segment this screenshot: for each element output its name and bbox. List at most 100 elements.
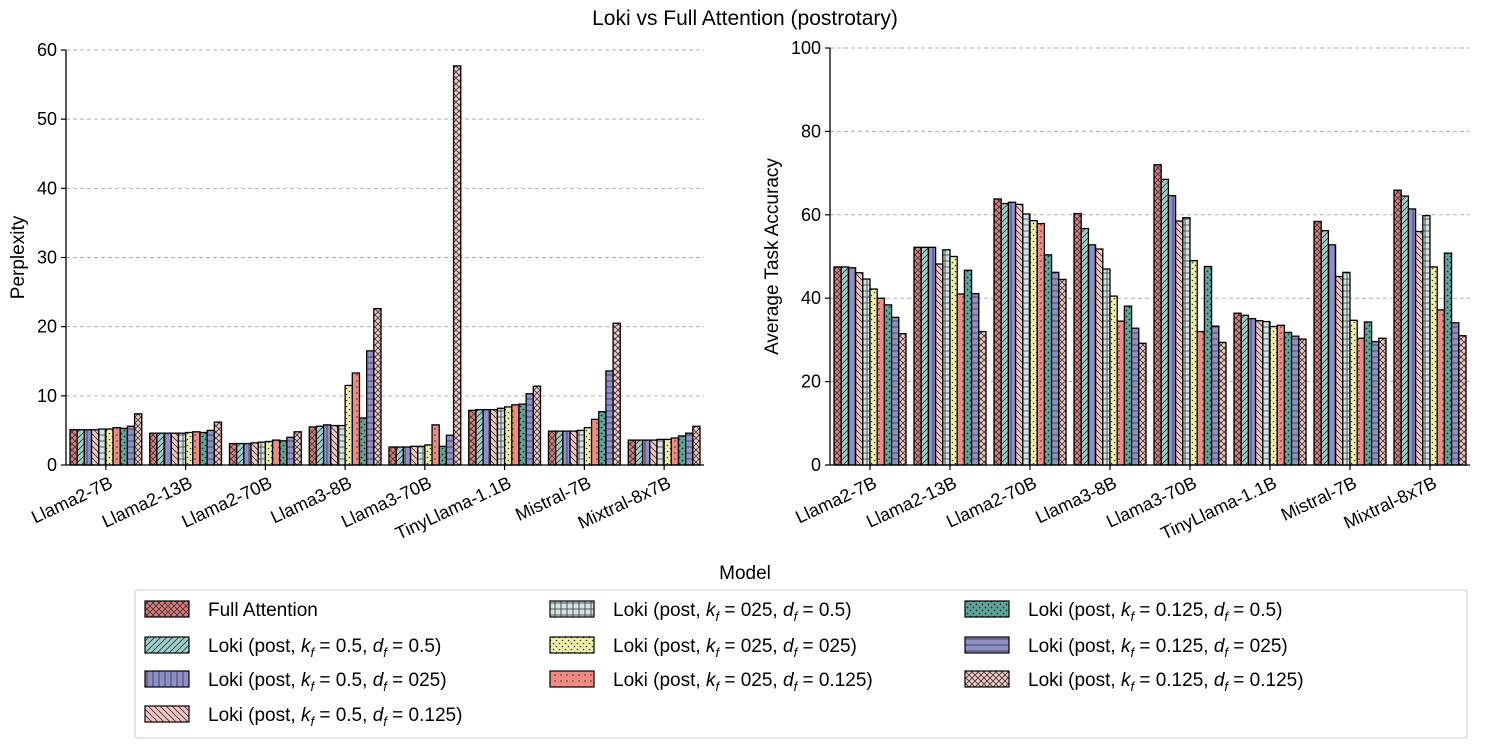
accuracy-ytick-label: 60 [801,205,821,225]
legend-item: Loki (post, kf = 0.125, df = 0.5) [964,600,1282,624]
legend-swatch [549,600,595,618]
accuracy-bar [1138,342,1147,466]
perplexity-bar [452,65,462,466]
perplexity-bar [612,322,621,466]
perplexity-bar [206,429,215,466]
accuracy-bar [1443,252,1453,466]
perplexity-bar [192,431,201,466]
perplexity-bar [236,442,245,466]
perplexity-bar [133,413,143,466]
accuracy-bar [1407,208,1417,466]
legend: Full Attention Loki (post, kf = 0.5, df =… [134,589,1468,739]
legend-swatch [549,670,595,688]
perplexity-bar [395,446,404,466]
perplexity-bar [598,411,607,466]
accuracy-bar [1342,271,1351,466]
perplexity-bar [126,425,136,466]
perplexity-bar [438,445,448,466]
accuracy-bar [1356,337,1366,466]
accuracy-bar [1393,189,1402,466]
accuracy-bar [1167,194,1177,466]
perplexity-bar [373,308,382,466]
perplexity-bar [119,427,129,466]
accuracy-bar [1429,266,1438,466]
accuracy-bar [956,293,966,466]
perplexity-xtick-label: Llama2-70B [179,472,275,531]
accuracy-bar [1320,229,1330,466]
perplexity-bar [685,432,694,466]
perplexity-ytick-label: 50 [37,109,57,129]
accuracy-bar [1254,320,1264,466]
perplexity-bar [358,417,368,466]
accuracy-bar [840,266,850,466]
perplexity-bar [279,440,288,466]
accuracy-bar [1153,164,1162,466]
perplexity-bar [656,438,665,466]
legend-swatch [964,600,1010,618]
perplexity-bar [518,403,527,466]
accuracy-bar [942,249,951,466]
perplexity-bar [337,424,346,466]
perplexity-bar [170,432,180,466]
perplexity-bar [286,436,295,466]
accuracy-bar [1349,319,1358,466]
accuracy-bar [993,198,1002,466]
perplexity-bar [250,442,259,466]
accuracy-bar [1123,305,1133,466]
accuracy-bar [898,332,907,466]
accuracy-bar [883,304,893,466]
perplexity-bar [692,425,701,466]
perplexity-bar [228,442,238,466]
legend-item: Loki (post, kf = 025, df = 0.5) [549,600,852,624]
accuracy-bar [978,330,987,466]
accuracy-bar [1334,275,1344,466]
perplexity-bar [243,442,252,466]
perplexity-bar [525,393,534,466]
perplexity-ytick-label: 60 [37,40,57,60]
legend-frame [134,589,1468,739]
perplexity-ytick-label: 10 [37,386,57,406]
legend-label: Full Attention [208,600,318,621]
accuracy-bar [1109,295,1118,466]
accuracy-bar [1247,317,1257,466]
accuracy-bar [1400,195,1410,466]
legend-item: Loki (post, kf = 025, df = 0.125) [549,670,873,694]
perplexity-bar [366,350,375,466]
accuracy-bar [862,278,871,466]
accuracy-bar [1196,330,1206,466]
accuracy-bar [847,267,857,466]
accuracy-bar [833,266,842,466]
legend-item: Loki (post, kf = 025, df = 025) [549,636,857,660]
perplexity-bar [402,446,412,466]
accuracy-bar [1130,327,1140,466]
accuracy-bar [1000,202,1010,466]
perplexity-bar [293,431,302,466]
perplexity-bar [271,439,281,466]
accuracy-bar [1203,265,1213,466]
accuracy-bar [1102,268,1111,466]
accuracy-bar [934,263,944,466]
perplexity-bar [583,426,593,466]
legend-item: Loki (post, kf = 0.5, df = 0.5) [144,636,441,660]
accuracy-bar [1182,217,1191,466]
x-axis-label: Model [719,563,771,584]
accuracy-bar [1174,220,1184,466]
accuracy-bar [1022,213,1031,466]
perplexity-bar [308,426,318,466]
perplexity-bar [149,432,158,466]
legend-item: Full Attention [144,600,318,621]
accuracy-bar [1458,335,1467,466]
accuracy-bar [913,246,922,466]
accuracy-bar [1313,220,1322,466]
perplexity-bar [503,406,513,466]
accuracy-bar [1073,212,1082,466]
accuracy-bar [890,316,900,466]
accuracy-bar [1029,219,1038,466]
accuracy-bar [1189,260,1198,466]
accuracy-bar [1414,230,1424,466]
perplexity-bar [213,421,223,466]
legend-label: Loki (post, kf = 0.5, df = 025) [208,670,447,694]
perplexity-bar [562,430,571,466]
perplexity-bar [83,429,93,466]
